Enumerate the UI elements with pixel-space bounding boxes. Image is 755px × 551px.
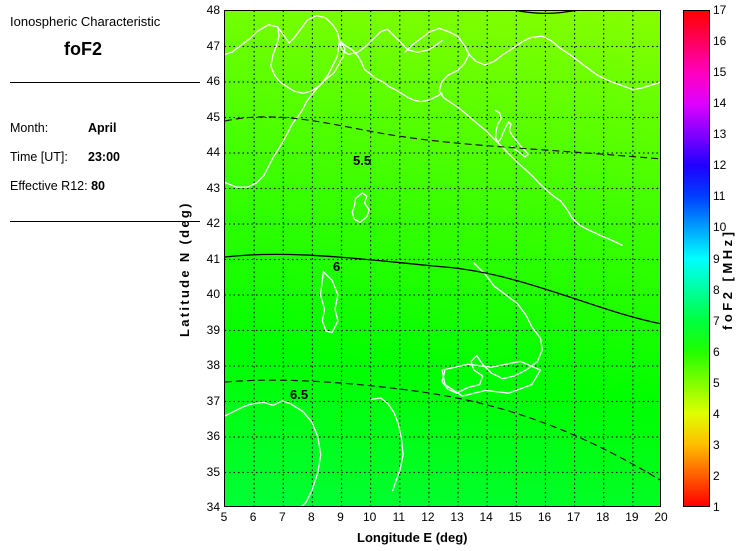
svg-text:6: 6: [333, 259, 340, 274]
svg-text:5.5: 5.5: [353, 153, 371, 168]
svg-text:6.5: 6.5: [290, 387, 308, 402]
